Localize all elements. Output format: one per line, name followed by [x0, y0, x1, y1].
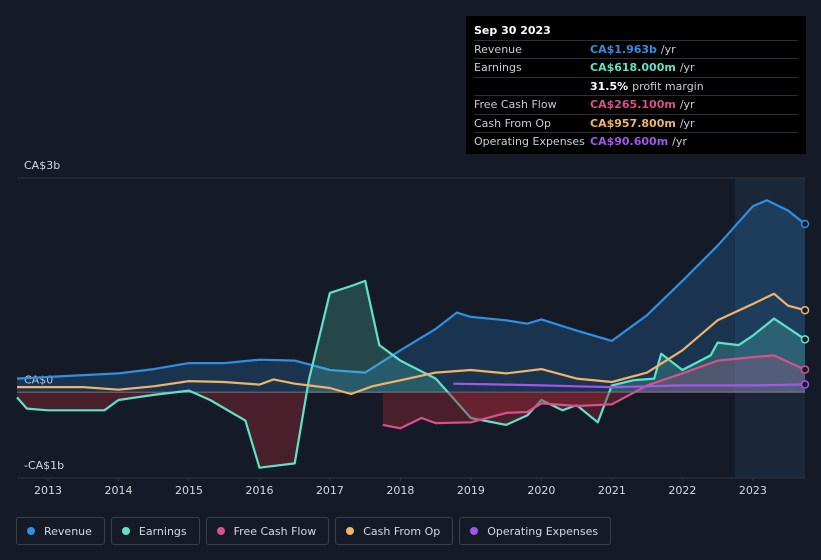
tooltip-label: Operating Expenses	[474, 134, 585, 148]
x-tick-label: 2022	[668, 484, 696, 497]
tooltip-value: CA$1.963b	[590, 43, 657, 56]
x-tick-label: 2023	[739, 484, 767, 497]
legend-item[interactable]: Cash From Op	[335, 517, 454, 545]
legend-item[interactable]: Earnings	[110, 517, 200, 545]
area-positive	[634, 355, 805, 392]
tooltip-row: Earnings CA$618.000m/yr	[474, 58, 798, 76]
legend-label: Cash From Op	[363, 524, 441, 538]
x-tick-label: 2021	[598, 484, 626, 497]
end-marker	[800, 305, 810, 315]
tooltip-value: CA$90.600m	[590, 134, 669, 148]
tooltip-label: Earnings	[474, 61, 522, 75]
legend-label: Free Cash Flow	[233, 524, 317, 538]
x-tick-label: 2013	[34, 484, 62, 497]
tooltip-unit: /yr	[660, 43, 676, 56]
tooltip-unit: /yr	[679, 61, 695, 75]
legend-dot	[346, 527, 355, 535]
legend-dot	[121, 527, 130, 535]
legend-label: Revenue	[44, 524, 92, 538]
y-tick-label: CA$3b	[24, 159, 60, 172]
tooltip-label: Revenue	[474, 43, 522, 56]
tooltip-unit: /yr	[672, 134, 687, 148]
series-line	[16, 279, 806, 469]
highlight-band	[735, 178, 805, 478]
legend-item[interactable]: Revenue	[16, 517, 105, 545]
end-marker	[800, 365, 810, 374]
tooltip-row: Free Cash Flow CA$265.100m/yr	[474, 95, 798, 113]
legend-item[interactable]: Operating Expenses	[459, 517, 612, 545]
x-tick-label: 2015	[175, 484, 203, 497]
tooltip-label: Free Cash Flow	[474, 98, 557, 112]
tooltip-unit: profit margin	[632, 79, 704, 93]
tooltip-row: Operating Expenses CA$90.600m/yr	[474, 131, 798, 150]
tooltip-value: CA$957.800m	[590, 116, 676, 130]
series-line	[382, 354, 806, 430]
x-tick-label: 2018	[386, 484, 414, 497]
legend-dot	[27, 527, 35, 535]
area-negative	[382, 392, 805, 429]
x-tick-label: 2014	[104, 484, 132, 497]
tooltip-row: Cash From Op CA$957.800m/yr	[474, 113, 798, 132]
x-tick-label: 2017	[316, 484, 344, 497]
area-negative	[17, 392, 805, 393]
x-tick-label: 2019	[457, 484, 485, 497]
series-line	[17, 292, 806, 396]
legend-dot	[470, 527, 479, 535]
end-marker	[800, 219, 810, 229]
tooltip: Sep 30 2023 Revenue CA$1.963b/yr Earnings C…	[466, 16, 806, 154]
tooltip-unit: /yr	[679, 116, 695, 130]
area-negative	[17, 392, 805, 468]
series-line	[16, 199, 806, 380]
tooltip-label	[474, 78, 590, 95]
x-tick-label: 2016	[245, 484, 273, 497]
end-marker	[800, 380, 810, 389]
area-positive	[17, 200, 805, 392]
tooltip-value: CA$265.100m	[590, 98, 676, 112]
tooltip-unit: /yr	[679, 98, 695, 112]
legend-label: Earnings	[138, 524, 187, 538]
tooltip-date: Sep 30 2023	[474, 24, 551, 37]
legend-dot	[216, 527, 225, 535]
legend-item[interactable]: Free Cash Flow	[205, 517, 330, 545]
series-line	[453, 382, 806, 389]
tooltip-row: Revenue CA$1.963b/yr	[474, 40, 798, 58]
tooltip-row: 31.5% profit margin	[474, 76, 798, 95]
area-positive	[177, 280, 805, 392]
tooltip-value: CA$618.000m	[590, 61, 676, 75]
x-tick-label: 2020	[527, 484, 555, 497]
y-tick-label: -CA$1b	[24, 459, 64, 472]
end-marker	[800, 335, 810, 344]
legend: Revenue Earnings Free Cash Flow Cash From O…	[16, 517, 612, 545]
tooltip-label: Cash From Op	[474, 116, 552, 130]
legend-label: Operating Expenses	[487, 524, 599, 538]
tooltip-value: 31.5%	[590, 79, 629, 93]
